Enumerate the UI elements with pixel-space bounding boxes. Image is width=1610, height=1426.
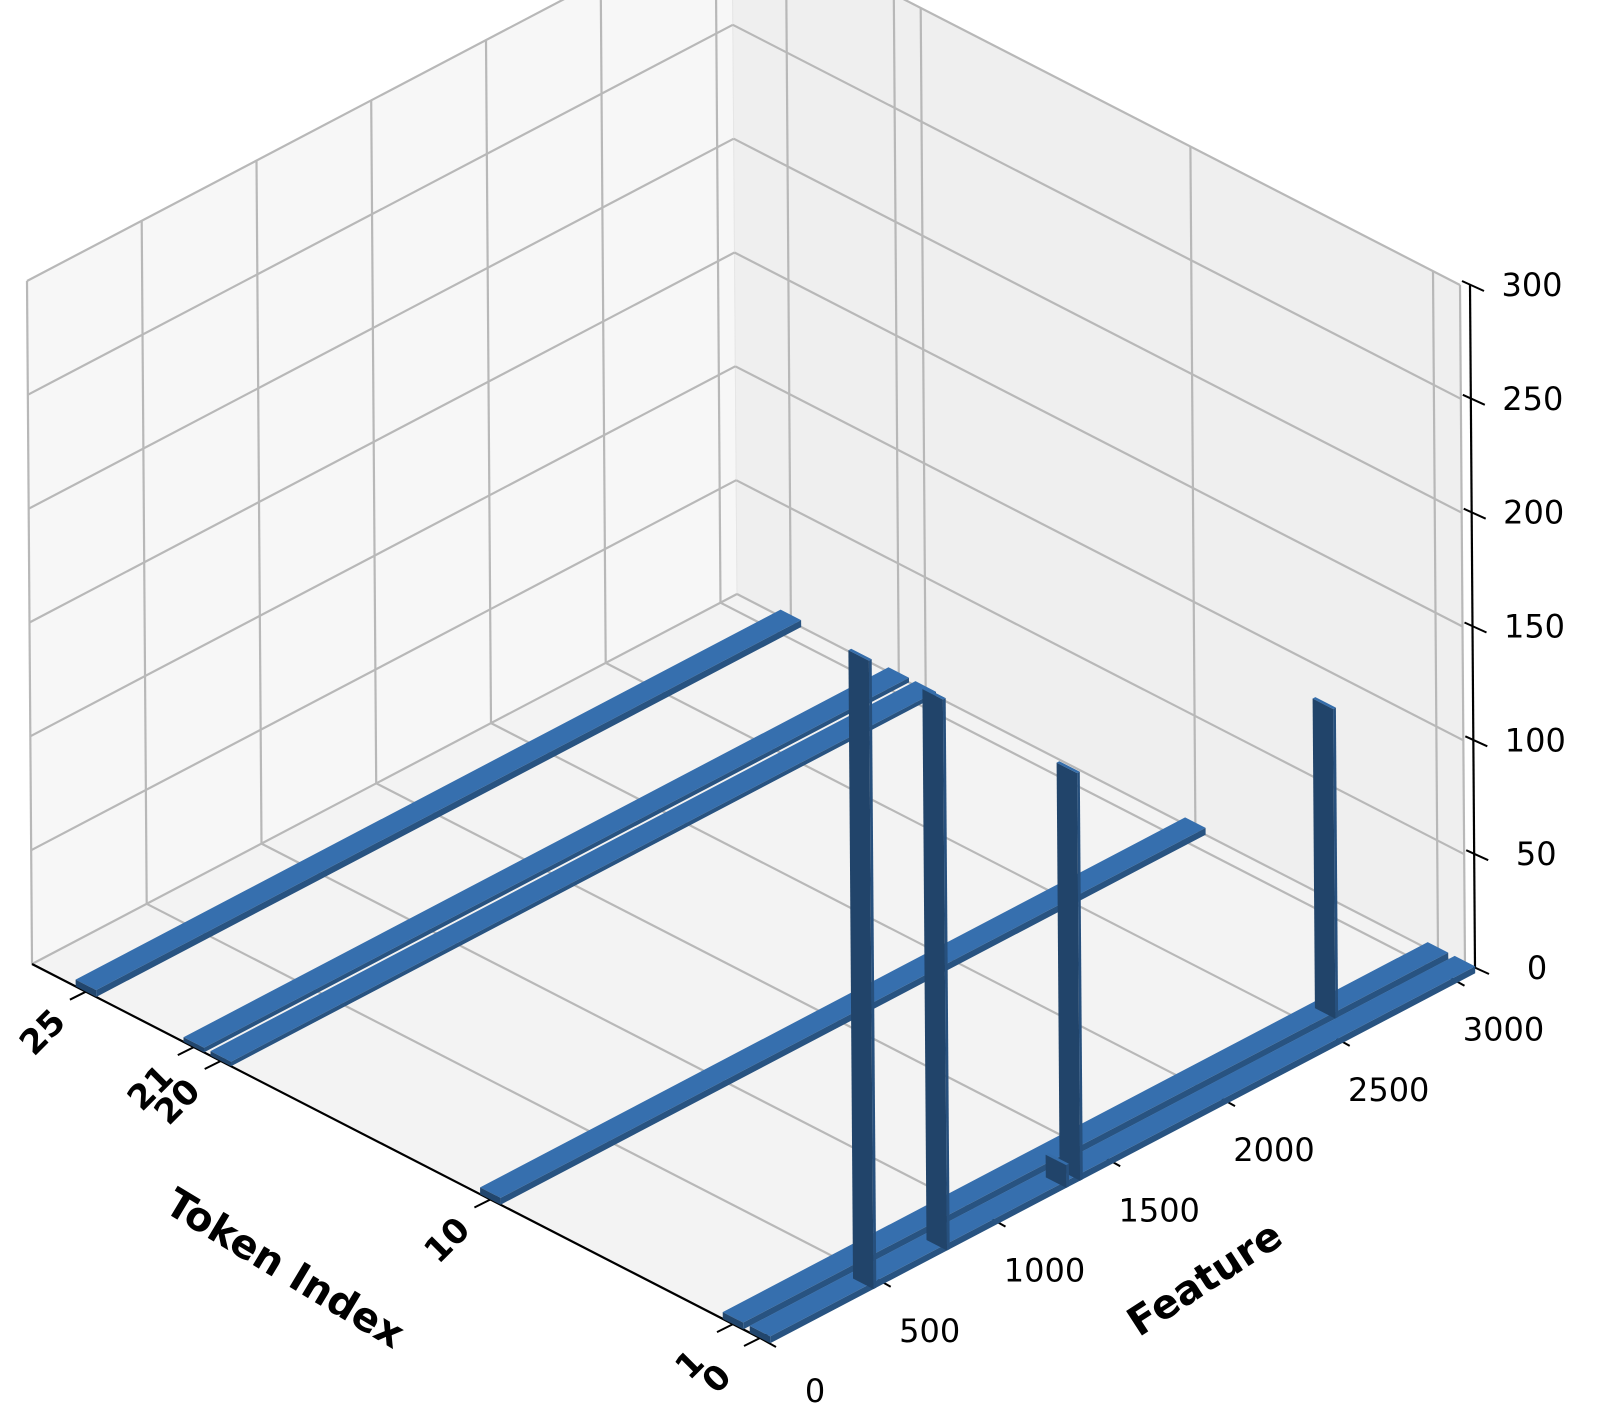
bar-peak-front — [1056, 762, 1081, 1181]
grid-line-z — [732, 23, 1462, 400]
grid-line-z — [30, 479, 737, 852]
bar-row-side — [96, 620, 802, 997]
grid-line-z — [28, 251, 736, 624]
bar-row-side — [204, 677, 909, 1053]
bar-peak-top — [1312, 697, 1336, 709]
bar-row-side — [231, 691, 936, 1067]
bar-row-end — [722, 1312, 744, 1330]
bar-row-end — [480, 1187, 501, 1205]
x-tick — [473, 1198, 491, 1209]
bar-peak-top — [922, 687, 946, 700]
z-tick — [1465, 849, 1489, 862]
z-tick-label: 300 — [1501, 266, 1562, 304]
bar-row-end — [183, 1037, 204, 1053]
grid-line-z — [734, 365, 1464, 742]
y-tick-label: 1000 — [1004, 1252, 1085, 1290]
bar-row-top — [722, 942, 1449, 1323]
grid-line-y — [375, 782, 1105, 1159]
grid-line-z — [31, 593, 738, 965]
bar-peak-side — [868, 659, 877, 1290]
y-tick-label: 2000 — [1233, 1131, 1314, 1169]
grid-line-z — [27, 23, 734, 396]
bar-peak-front — [922, 689, 947, 1251]
bar-row-end — [75, 979, 97, 997]
y-tick-label: 500 — [899, 1312, 960, 1350]
bar-row-top — [183, 667, 909, 1048]
z-tick — [1462, 393, 1486, 406]
y-tick-label: 1500 — [1118, 1191, 1199, 1229]
y-tick — [759, 1337, 777, 1348]
grid-line-z — [733, 251, 1464, 628]
z-tick-label: 250 — [1502, 380, 1563, 418]
y-tick-label: 0 — [805, 1372, 825, 1410]
x-tick — [177, 1046, 195, 1056]
z-tick-label: 200 — [1503, 494, 1564, 532]
x-axis-title: Token Index — [157, 1180, 412, 1358]
bar-row-top — [210, 681, 936, 1062]
y-tick-label: 3000 — [1463, 1011, 1544, 1049]
bar-row-top — [480, 817, 1206, 1198]
bar-row-side — [743, 952, 1449, 1330]
bar-peak-front — [1312, 698, 1336, 1019]
y-axis-title: Feature — [1119, 1212, 1290, 1345]
bar-peak-front — [1045, 1154, 1067, 1188]
grid-line-z — [29, 365, 736, 738]
x-tick — [204, 1060, 222, 1070]
x-tick-label: 10 — [416, 1210, 478, 1272]
x-tick-label: 25 — [12, 1002, 74, 1064]
z-tick-label: 0 — [1527, 949, 1547, 987]
grid-line-z — [28, 137, 735, 510]
bar-peak-top — [1045, 1153, 1069, 1166]
bar-row-top — [75, 609, 802, 991]
bar-peak-side — [1077, 771, 1083, 1181]
grid-line-y — [605, 661, 1335, 1038]
bar-row-end — [749, 1325, 771, 1344]
z-tick-label: 100 — [1505, 721, 1566, 759]
grid-line-z — [26, 0, 565, 282]
z-tick — [1461, 280, 1485, 292]
bars — [75, 609, 1476, 1344]
z-tick-label: 150 — [1504, 608, 1565, 646]
grid-line-z — [733, 137, 1463, 514]
bar-peak-front — [848, 650, 874, 1290]
grid-line-z — [902, 0, 1461, 286]
z-tick — [1464, 735, 1488, 748]
bar-peak-side — [1333, 707, 1339, 1019]
bar-row-end — [210, 1051, 231, 1067]
y-tick-label: 2500 — [1348, 1071, 1429, 1109]
bar-peak-side — [1066, 1163, 1069, 1188]
z-tick — [1463, 507, 1487, 520]
x-tick — [743, 1337, 761, 1347]
grid-line-y — [146, 902, 876, 1279]
x-tick — [69, 990, 87, 1001]
grid-line-z — [735, 479, 1465, 856]
z-tick-label: 50 — [1516, 835, 1557, 873]
z-tick — [1464, 621, 1487, 634]
x-axis-line — [31, 963, 761, 1339]
x-tick — [716, 1323, 734, 1333]
bar-peak-top — [1056, 761, 1080, 774]
bar-peak-side — [942, 698, 950, 1251]
bar-peak-top — [848, 648, 872, 661]
